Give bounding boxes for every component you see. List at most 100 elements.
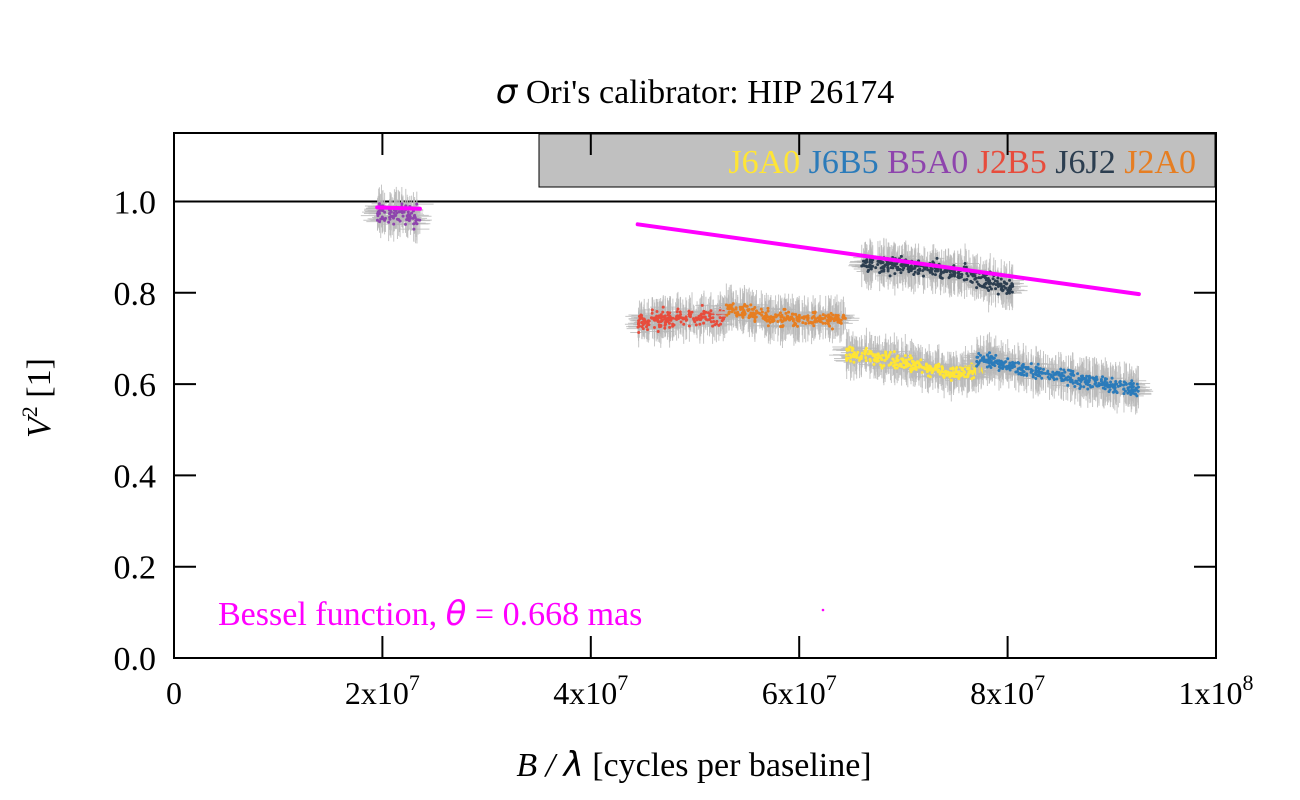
data-point-j2a0 [812, 324, 816, 328]
data-point-b5a0 [387, 211, 391, 215]
model-label-suffix: = 0.668 mas [466, 596, 642, 633]
data-point-j2b5 [692, 318, 696, 322]
series-j2a0 [710, 283, 860, 348]
data-point-j6a0 [954, 367, 958, 371]
data-point-j6b5 [1133, 388, 1137, 392]
data-point-j6j2 [892, 262, 896, 266]
data-point-j2b5 [661, 305, 665, 309]
data-point-j6j2 [887, 261, 891, 265]
data-point-j6j2 [1009, 285, 1013, 289]
data-point-j6b5 [976, 355, 980, 359]
data-point-j2b5 [679, 316, 683, 320]
data-point-j6b5 [988, 364, 992, 368]
data-point-j6j2 [902, 266, 906, 270]
data-point-j2a0 [727, 310, 731, 314]
data-point-j6j2 [933, 273, 937, 277]
data-point-j2a0 [759, 307, 763, 311]
data-point-j6a0 [848, 345, 852, 349]
data-point-j2a0 [766, 306, 770, 310]
data-point-j6b5 [975, 364, 979, 368]
series-b5a0 [360, 184, 434, 244]
data-point-j6j2 [935, 256, 939, 260]
model-label-marker [821, 608, 825, 612]
data-point-j6a0 [945, 373, 949, 377]
x-tick-label-exponent: 7 [409, 670, 420, 695]
data-point-j2a0 [763, 318, 767, 322]
x-tick-label-base: 2x10 [345, 675, 409, 711]
data-point-j6a0 [860, 351, 864, 355]
data-point-j6j2 [882, 268, 886, 272]
data-point-j2a0 [791, 312, 795, 316]
data-point-j6a0 [951, 366, 955, 370]
data-point-j6a0 [884, 350, 888, 354]
data-point-b5a0 [378, 220, 382, 224]
data-point-b5a0 [383, 210, 387, 214]
data-point-j6b5 [1024, 367, 1028, 371]
data-point-j6j2 [981, 275, 985, 279]
data-point-j6b5 [1052, 373, 1056, 377]
plot-area [174, 184, 1216, 415]
data-point-j6b5 [1029, 362, 1033, 366]
data-point-j2b5 [704, 317, 708, 321]
data-point-j6b5 [996, 362, 1000, 366]
data-point-j6b5 [1122, 383, 1126, 387]
data-point-b5a0 [400, 202, 404, 206]
data-point-j6j2 [956, 271, 960, 275]
x-tick-label-base: 4x10 [553, 675, 617, 711]
data-point-j6b5 [1116, 384, 1120, 388]
data-point-j6j2 [881, 265, 885, 269]
data-point-j2a0 [838, 321, 842, 325]
data-point-j6a0 [911, 366, 915, 370]
data-point-j6a0 [880, 365, 884, 369]
data-point-j6b5 [1130, 379, 1134, 383]
data-point-j6j2 [908, 267, 912, 271]
data-point-j6a0 [845, 358, 849, 362]
data-point-j6a0 [868, 351, 872, 355]
data-point-j6a0 [919, 358, 923, 362]
model-label-prefix: Bessel function, [218, 596, 446, 633]
series-j6b5 [959, 332, 1154, 415]
data-point-j2b5 [711, 316, 715, 320]
data-point-j6a0 [957, 370, 961, 374]
data-point-j2b5 [647, 319, 651, 323]
data-point-b5a0 [401, 214, 405, 218]
data-point-j6b5 [1036, 366, 1040, 370]
data-point-j6a0 [881, 353, 885, 357]
data-point-j6j2 [983, 285, 987, 289]
data-point-b5a0 [383, 216, 387, 220]
data-point-j6b5 [1029, 370, 1033, 374]
data-point-j2b5 [715, 319, 719, 323]
data-point-j6a0 [864, 359, 868, 363]
data-point-j6a0 [963, 371, 967, 375]
data-point-j6b5 [1021, 369, 1025, 373]
data-point-j6a0 [872, 362, 876, 366]
data-point-j6j2 [896, 265, 900, 269]
data-point-j6b5 [1040, 376, 1044, 380]
data-point-j6b5 [1046, 371, 1050, 375]
data-point-j2a0 [727, 305, 731, 309]
data-point-j2a0 [768, 320, 772, 324]
data-point-b5a0 [412, 227, 416, 231]
data-point-j6j2 [982, 283, 986, 287]
data-point-j2a0 [781, 324, 785, 328]
data-point-j6j2 [960, 273, 964, 277]
y-axis-label: V2 [1] [17, 358, 58, 438]
data-point-j6j2 [1004, 282, 1008, 286]
data-point-j2b5 [674, 317, 678, 321]
data-point-j6b5 [1022, 373, 1026, 377]
data-point-j2a0 [801, 321, 805, 325]
data-point-j6a0 [845, 348, 849, 352]
title-text: Ori's calibrator: HIP 26174 [517, 74, 894, 111]
data-point-j6a0 [953, 374, 957, 378]
data-point-j6j2 [869, 267, 873, 271]
y-tick-label: 1.0 [114, 184, 157, 221]
data-point-j2a0 [746, 308, 750, 312]
x-tick-label-exponent: 7 [826, 670, 837, 695]
data-point-j6b5 [1016, 361, 1020, 365]
data-point-j6b5 [1107, 390, 1111, 394]
data-point-j6b5 [1073, 385, 1077, 389]
data-point-j6b5 [1128, 385, 1132, 389]
x-axis-label: B / λ [cycles per baseline] [516, 745, 871, 785]
data-point-j2a0 [764, 311, 768, 315]
